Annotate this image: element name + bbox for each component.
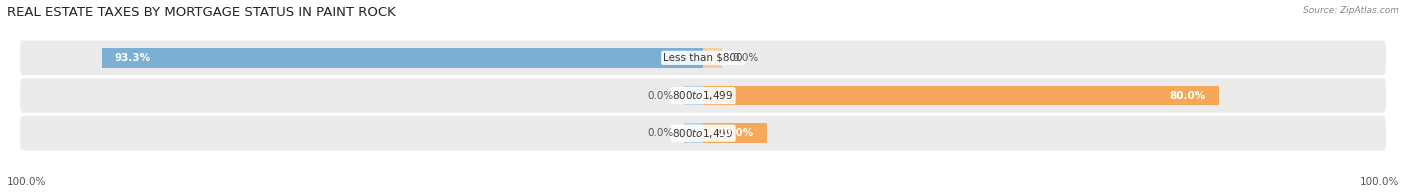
- Text: Source: ZipAtlas.com: Source: ZipAtlas.com: [1303, 6, 1399, 15]
- Bar: [683, 86, 703, 105]
- Text: Less than $800: Less than $800: [664, 53, 742, 63]
- Text: $800 to $1,499: $800 to $1,499: [672, 89, 734, 102]
- FancyBboxPatch shape: [20, 41, 1386, 75]
- Text: REAL ESTATE TAXES BY MORTGAGE STATUS IN PAINT ROCK: REAL ESTATE TAXES BY MORTGAGE STATUS IN …: [7, 6, 395, 19]
- Bar: [703, 123, 768, 143]
- Bar: [703, 86, 1219, 105]
- Text: 100.0%: 100.0%: [1360, 177, 1399, 187]
- Bar: [703, 48, 723, 68]
- Bar: [683, 123, 703, 143]
- FancyBboxPatch shape: [20, 78, 1386, 113]
- Text: 0.0%: 0.0%: [733, 53, 758, 63]
- Text: 100.0%: 100.0%: [7, 177, 46, 187]
- Text: 0.0%: 0.0%: [648, 90, 673, 101]
- Text: 10.0%: 10.0%: [718, 128, 755, 138]
- Text: 80.0%: 80.0%: [1170, 90, 1206, 101]
- FancyBboxPatch shape: [20, 116, 1386, 151]
- Text: 93.3%: 93.3%: [115, 53, 150, 63]
- Text: 0.0%: 0.0%: [648, 128, 673, 138]
- Bar: [101, 48, 703, 68]
- Text: $800 to $1,499: $800 to $1,499: [672, 127, 734, 140]
